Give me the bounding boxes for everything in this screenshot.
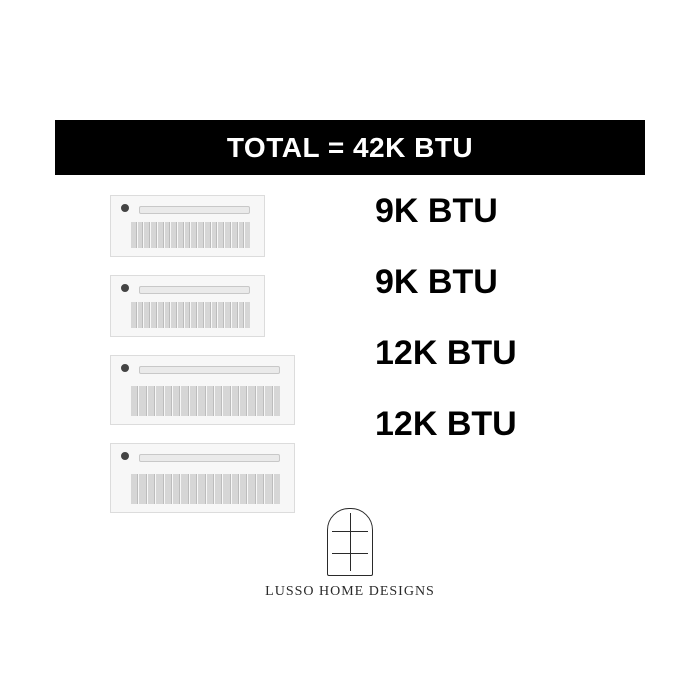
ac-unit — [110, 443, 295, 513]
power-indicator-icon — [121, 452, 129, 460]
brand-name: LUSSO HOME DESIGNS — [265, 584, 435, 600]
power-indicator-icon — [121, 204, 129, 212]
power-indicator-icon — [121, 364, 129, 372]
door-icon — [327, 508, 373, 576]
ac-unit — [110, 275, 265, 337]
total-label: TOTAL = 42K BTU — [227, 132, 473, 164]
display-slot — [139, 206, 250, 214]
btu-label: 9K BTU — [375, 192, 517, 231]
units-column — [110, 195, 295, 513]
ac-unit — [110, 355, 295, 425]
vent-grille — [131, 302, 250, 328]
btu-label: 9K BTU — [375, 263, 517, 302]
brand-logo: LUSSO HOME DESIGNS — [0, 508, 700, 600]
btu-labels-column: 9K BTU 9K BTU 12K BTU 12K BTU — [375, 192, 517, 444]
vent-grille — [131, 474, 280, 504]
btu-label: 12K BTU — [375, 405, 517, 444]
total-bar: TOTAL = 42K BTU — [55, 120, 645, 175]
display-slot — [139, 366, 280, 374]
display-slot — [139, 286, 250, 294]
btu-label: 12K BTU — [375, 334, 517, 373]
vent-grille — [131, 386, 280, 416]
vent-grille — [131, 222, 250, 248]
power-indicator-icon — [121, 284, 129, 292]
ac-unit — [110, 195, 265, 257]
display-slot — [139, 454, 280, 462]
